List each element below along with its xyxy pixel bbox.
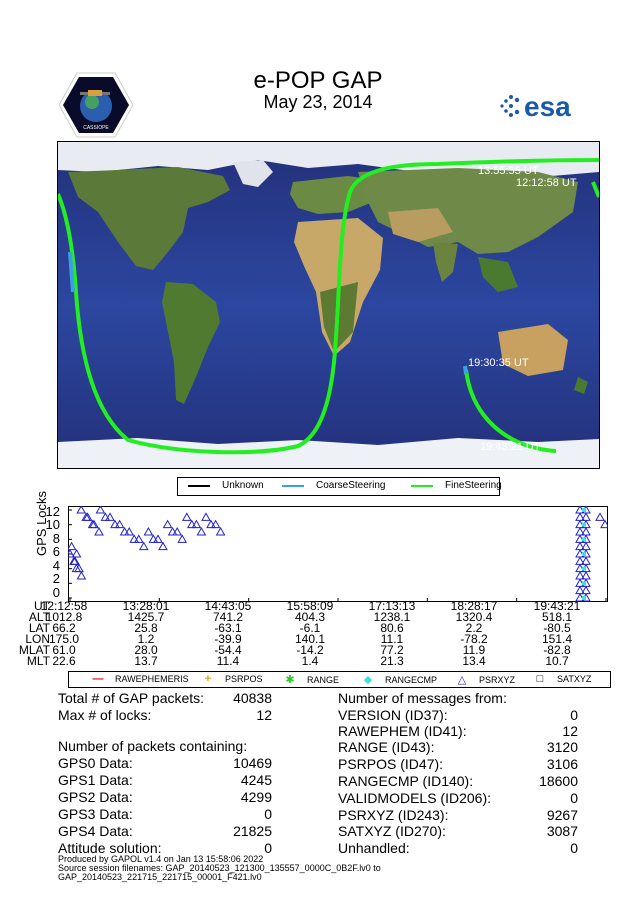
max-locks-value: 12: [212, 708, 272, 723]
gps3-value: 0: [212, 807, 272, 822]
legend-fine-steering: FineSteering: [411, 480, 502, 491]
version-label: VERSION (ID37):: [338, 708, 448, 723]
legend-rawephemeris-symbol: —: [91, 673, 105, 685]
gps1-label: GPS1 Data:: [58, 773, 133, 788]
gps-locks-plot: [68, 506, 608, 602]
map-label-4: 19:43:21 UT: [480, 441, 541, 453]
legend-unknown-line: [188, 485, 210, 487]
legend-coarse-steering: CoarseSteering: [282, 480, 385, 491]
unhandled-label: Unhandled:: [338, 841, 410, 856]
y-tick: 0: [44, 585, 60, 600]
legend-range: ✱ RANGE: [283, 673, 339, 686]
map-legend: Unknown CoarseSteering FineSteering: [177, 477, 500, 496]
version-value: 0: [518, 708, 578, 723]
gps0-label: GPS0 Data:: [58, 756, 133, 771]
gps3-label: GPS3 Data:: [58, 807, 133, 822]
total-packets-label: Total # of GAP packets:: [58, 691, 204, 706]
cassiope-logo: CASSIOPE: [58, 72, 134, 138]
psrpos-label: PSRPOS (ID47):: [338, 757, 443, 772]
cassiope-logo-text: CASSIOPE: [83, 125, 109, 131]
rangecmp-label: RANGECMP (ID140):: [338, 774, 473, 789]
rawephem-value: 12: [518, 724, 578, 739]
packets-containing-header: Number of packets containing:: [58, 739, 247, 754]
gps2-label: GPS2 Data:: [58, 790, 133, 805]
legend-satxyz: □ SATXYZ: [533, 673, 591, 685]
data-point: [582, 567, 586, 571]
gps0-value: 10469: [212, 756, 272, 771]
map-label-3: 19:30:35 UT: [468, 357, 529, 369]
gps4-label: GPS4 Data:: [58, 824, 133, 839]
range-label: RANGE (ID43):: [338, 740, 434, 755]
legend-psrxyz-symbol: △: [455, 673, 469, 686]
map-label-2: 12:12:58 UT: [516, 177, 577, 189]
legend-psrpos: + PSRPOS: [201, 673, 263, 685]
rangecmp-value: 18600: [518, 774, 578, 789]
message-legend: — RAWEPHEMERIS + PSRPOS ✱ RANGE ◆ RANGEC…: [68, 671, 611, 688]
esa-logo: esa: [498, 90, 596, 122]
footer: Produced by GAPOL v1.4 on Jan 13 15:58:0…: [58, 855, 618, 882]
gps1-value: 4245: [212, 773, 272, 788]
gps2-value: 4299: [212, 790, 272, 805]
satxyz-value: 3087: [518, 824, 578, 839]
gps4-value: 21825: [212, 824, 272, 839]
legend-range-symbol: ✱: [283, 673, 297, 686]
range-value: 3120: [518, 740, 578, 755]
world-map: 13:55:55 UT 12:12:58 UT 19:30:35 UT 19:4…: [57, 141, 600, 469]
stats-right: Number of messages from: VERSION (ID37):…: [338, 691, 588, 851]
orbit-table: UT 12:12:58 13:28:01 14:43:05 15:58:09 1…: [36, 600, 626, 668]
validmodels-label: VALIDMODELS (ID206):: [338, 791, 491, 806]
validmodels-value: 0: [518, 791, 578, 806]
y-tick: 10: [44, 517, 60, 532]
unhandled-value: 0: [518, 841, 578, 856]
y-tick: 6: [44, 544, 60, 559]
data-point: [582, 581, 586, 585]
legend-psrpos-symbol: +: [201, 673, 215, 685]
satxyz-label: SATXYZ (ID270):: [338, 824, 446, 839]
legend-psrxyz: △ PSRXYZ: [455, 673, 515, 686]
psrxyz-label: PSRXYZ (ID243):: [338, 808, 448, 823]
map-label-1: 13:55:55 UT: [478, 165, 539, 177]
psrxyz-value: 9267: [518, 808, 578, 823]
data-point: [582, 552, 586, 556]
stats-left: Total # of GAP packets: 40838 Max # of l…: [58, 691, 298, 851]
esa-logo-text: esa: [524, 91, 571, 122]
legend-satxyz-symbol: □: [533, 673, 547, 685]
footer-line-3: GAP_20140523_221715_221715_00001_F421.lv…: [58, 873, 618, 882]
legend-rangecmp-symbol: ◆: [361, 673, 375, 686]
total-packets-value: 40838: [212, 691, 272, 706]
max-locks-label: Max # of locks:: [58, 708, 151, 723]
legend-fine-line: [411, 485, 433, 487]
psrpos-value: 3106: [518, 757, 578, 772]
legend-rangecmp: ◆ RANGECMP: [361, 673, 437, 686]
legend-coarse-line: [282, 485, 304, 487]
legend-rawephemeris: — RAWEPHEMERIS: [91, 673, 189, 685]
legend-unknown: Unknown: [188, 480, 264, 491]
data-point: [582, 523, 586, 527]
data-point: [582, 537, 586, 541]
data-point: [582, 508, 586, 512]
y-tick: 2: [44, 571, 60, 586]
messages-header: Number of messages from:: [338, 691, 507, 706]
rawephem-label: RAWEPHEM (ID41):: [338, 724, 467, 739]
